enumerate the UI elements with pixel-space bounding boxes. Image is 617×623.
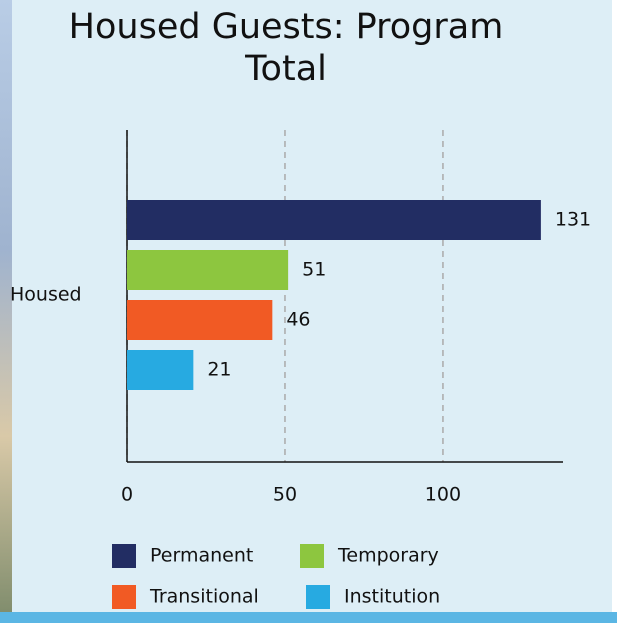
- x-tick-label: 50: [273, 484, 297, 506]
- legend-swatch: [306, 585, 330, 609]
- x-tick-label: 100: [425, 484, 461, 506]
- legend-label: Permanent: [150, 545, 253, 567]
- legend-label: Temporary: [337, 545, 439, 567]
- bar: [127, 200, 541, 240]
- chart-title: Housed Guests: Program Total: [36, 6, 536, 90]
- data-label: 131: [555, 209, 591, 231]
- legend-swatch: [112, 544, 136, 568]
- legend-label: Transitional: [149, 586, 259, 608]
- bar: [127, 250, 288, 290]
- y-tick-label: Housed: [10, 284, 82, 306]
- bar: [127, 350, 193, 390]
- legend-swatch: [112, 585, 136, 609]
- chart: 0 50 100 Housed 131 51 46 21 Permanent Temporary T…: [0, 0, 617, 623]
- data-label: 51: [302, 259, 326, 281]
- legend-swatch: [300, 544, 324, 568]
- edge: [612, 0, 617, 623]
- page: 0 50 100 Housed 131 51 46 21 Permanent Temporary T…: [0, 0, 617, 623]
- data-label: 21: [207, 359, 231, 381]
- bottom-stripe: [0, 612, 617, 623]
- data-label: 46: [286, 309, 310, 331]
- bar: [127, 300, 272, 340]
- legend-label: Institution: [344, 586, 440, 608]
- x-tick-label: 0: [121, 484, 133, 506]
- background-photo: [0, 0, 12, 623]
